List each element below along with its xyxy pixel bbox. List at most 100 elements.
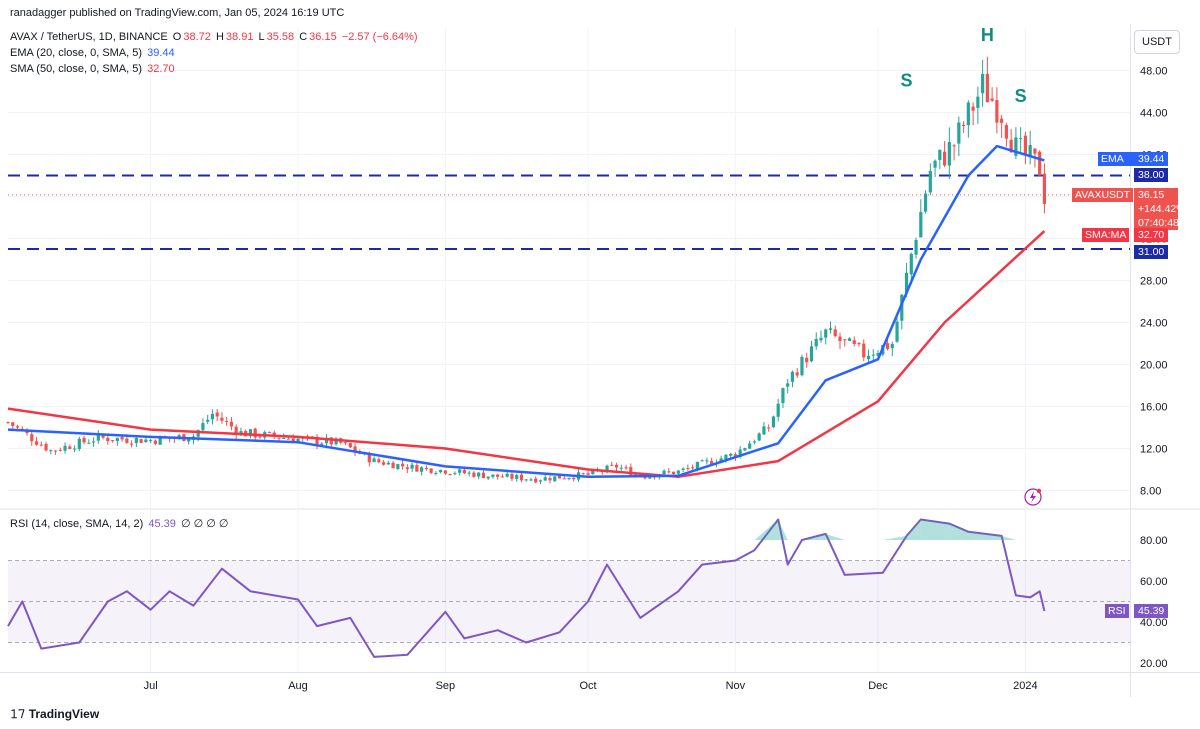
sma-legend[interactable]: SMA (50, close, 0, SMA, 5) 32.70 [10,63,175,75]
candle-body [771,416,776,428]
candle-body [101,434,105,438]
time-tick-label: Nov [726,680,746,692]
candle-body [610,464,614,466]
candle-body [871,354,875,356]
candle-body [510,473,514,479]
candle-body [909,253,913,275]
candle-body [876,353,880,356]
rsi-overbought-fill [968,531,1002,540]
candle-body [505,473,509,477]
candle-body [819,337,823,341]
candle-body [800,357,804,376]
level-31-tag: 31.00 [1134,245,1169,259]
rsi-legend-value: 45.39 [148,518,176,530]
candle-body [91,441,96,443]
symbol-ohlc-row: AVAX / TetherUS, 1D, BINANCE O 38.72 H 38.… [10,31,418,43]
candle-body [962,124,966,127]
candle-body [743,448,747,451]
candle-body [291,438,295,443]
candle-body [320,443,324,445]
candle-body [134,437,138,444]
tradingview-brand[interactable]: 𝟷𝟽 TradingView [10,706,100,721]
candle-body [572,477,576,480]
candle-body [995,100,999,123]
candle-body [229,421,234,427]
candle-body [87,442,91,444]
candle-body [862,343,866,358]
candle-body [947,142,951,166]
candle-body [838,336,842,342]
candle-body [686,468,690,470]
candle-body [377,459,381,463]
pattern-label-S: S [901,70,913,90]
time-tick-label: Jul [144,680,158,692]
candle-body [405,467,409,470]
candle-body [757,433,761,441]
candle-body [614,464,619,468]
candles [6,56,1047,485]
candle-body [77,438,81,449]
candle-body [1009,139,1013,153]
candle-body [933,160,937,168]
candle-body [633,474,638,476]
candle-body [296,438,300,443]
candle-body [1033,148,1037,154]
rsi-line [7,518,1046,658]
sma-tag-label: SMA:MA [1082,228,1130,242]
candle-body [201,423,205,431]
candle-body [386,462,390,465]
candle-body [491,474,495,477]
candle-body [733,454,737,458]
candle-body [553,476,557,482]
rsi-legend[interactable]: RSI (14, close, SMA, 14, 2) 45.39 ∅ ∅ ∅ … [10,518,229,530]
candle-body [904,272,909,294]
candle-body [914,240,918,255]
candle-body [429,468,433,473]
candle-body [353,446,357,452]
candle-body [691,467,695,469]
events-icon [1024,488,1042,506]
price-tick-label: 12.00 [1140,444,1168,456]
candle-body [420,467,424,472]
candle-body [372,458,376,463]
candle-body [519,474,524,481]
candle-body [729,453,733,456]
candle-body [106,437,110,442]
candle-body [1014,137,1018,156]
currency-unit-button[interactable]: USDT [1134,30,1180,54]
candle-body [496,474,500,477]
candle-body [705,460,709,462]
rsi-overbought-fill [825,533,845,540]
low-value: 35.58 [266,31,295,43]
candle-body [790,371,795,382]
ema-legend[interactable]: EMA (20, close, 0, SMA, 5) 39.44 [10,47,175,59]
candle-body [477,472,481,477]
time-tick-label: 2024 [1013,680,1037,692]
candle-body [115,437,119,441]
candle-body [676,470,680,474]
sma50-line [7,230,1046,479]
sma-tag-value: 32.70 [1134,228,1169,242]
candle-body [866,355,871,360]
rsi-tick-label: 20.00 [1140,658,1168,670]
candle-body [971,106,975,111]
candle-body [434,472,438,474]
rsi-overbought-fill [778,519,788,540]
candle-body [1038,151,1042,176]
candle-body [847,338,852,341]
candle-body [895,321,899,342]
candle-body [343,442,348,444]
candle-body [586,473,590,475]
events-icon-ring [1024,488,1042,506]
candle-body [500,476,505,478]
candle-body [710,460,714,465]
tradingview-logo-icon: 𝟷𝟽 [10,706,26,721]
candle-body [957,122,961,144]
candle-body [843,339,847,341]
candle-body [49,450,53,452]
candle-body [44,443,48,451]
ema-tag-label: EMA [1098,152,1140,166]
candle-body [562,478,566,480]
price-tick-label: 16.00 [1140,402,1168,414]
